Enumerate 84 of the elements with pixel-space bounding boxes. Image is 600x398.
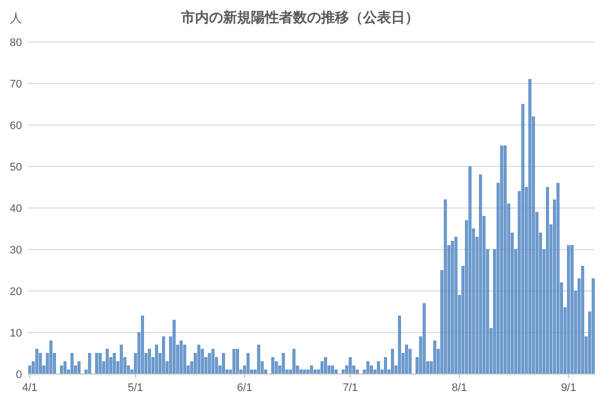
bar [334,370,338,374]
bar [433,340,436,374]
bar [444,200,447,374]
bar [570,245,574,374]
bar [320,361,324,374]
bar [408,348,412,374]
bar [314,370,316,374]
x-tick-label: 5/1 [128,382,144,394]
bar [197,344,200,374]
bar [200,348,204,374]
bar [302,370,306,374]
x-tick-label: 9/1 [560,382,576,394]
x-tick-label: 7/1 [342,382,358,394]
y-tick-label: 10 [10,328,22,340]
bar [384,357,387,374]
bar [528,79,532,374]
bar [155,344,158,374]
bar [257,344,260,374]
bar [274,361,278,374]
bar [479,174,482,374]
bar [398,316,402,374]
bar [222,353,225,374]
bar [324,357,328,374]
bar [500,146,504,374]
bar [366,361,370,374]
bar [208,353,211,374]
y-tick-label: 20 [10,286,22,298]
chart-title: 市内の新規陽性者数の推移（公表日） [180,9,419,25]
x-tick-label: 8/1 [452,382,468,394]
bar [35,348,38,374]
bar [292,348,296,374]
y-tick-label: 0 [16,369,22,381]
bar [120,344,123,374]
bar [454,236,458,374]
bar [112,353,116,374]
bar [70,353,74,374]
x-tick-label: 6/1 [236,382,252,394]
y-tick-label: 80 [10,37,22,49]
y-tick-label: 70 [10,78,22,90]
bar [78,361,81,374]
bar [391,348,394,374]
bar [556,182,560,374]
bar [148,348,151,374]
bar [38,353,42,374]
bar [271,357,274,374]
bar [581,266,584,374]
bar [331,366,334,374]
bar [299,370,302,374]
bar [310,366,313,374]
bar [567,245,570,374]
bar [180,340,183,374]
bar [95,353,98,374]
bar [356,370,359,374]
bar [504,146,507,374]
bar [106,348,109,374]
y-tick-label: 30 [10,244,22,256]
y-tick-label: 50 [10,162,22,174]
bar [172,320,176,374]
bar [342,370,345,374]
bar [64,361,66,374]
bar [521,104,524,374]
bar [49,340,52,374]
x-tick-label: 4/1 [22,382,38,394]
bar [468,166,472,374]
bar [98,353,102,374]
bar [183,344,186,374]
bar [211,348,214,374]
bar [546,187,549,374]
bar [246,353,250,374]
bar [348,357,352,374]
bar [592,278,595,374]
y-tick-label: 60 [10,120,22,132]
bar [306,370,310,374]
bar [236,348,240,374]
bar [140,316,144,374]
bar [282,353,285,374]
bar [422,303,426,374]
bar [376,361,380,374]
y-tick-label: 40 [10,203,22,215]
bar [88,353,92,374]
y-axis-title: 人 [10,11,22,25]
bar [405,344,408,374]
bar [162,336,166,374]
bar [232,348,236,374]
